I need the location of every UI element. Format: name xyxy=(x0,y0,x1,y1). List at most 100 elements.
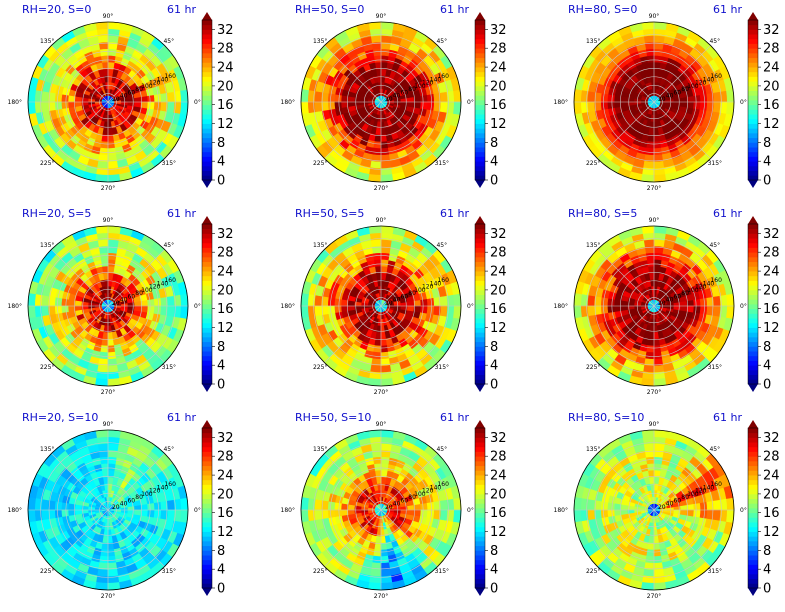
colorbar-segment xyxy=(202,437,212,443)
heatmap-cell xyxy=(693,305,701,314)
colorbar-segment xyxy=(202,428,212,434)
heatmap-cell xyxy=(95,378,109,387)
colorbar-tick-label: 0 xyxy=(763,378,771,393)
colorbar-segment xyxy=(475,85,485,91)
heatmap-cell xyxy=(653,463,662,471)
heatmap-cell xyxy=(439,101,448,113)
angle-tick-label: 90° xyxy=(103,217,114,224)
colorbar-segment xyxy=(748,118,758,124)
colorbar-segment xyxy=(475,336,485,343)
colorbar-tick-label: 4 xyxy=(490,155,498,170)
colorbar-segment xyxy=(475,489,485,495)
heatmap-cell xyxy=(647,542,655,551)
heatmap-cell xyxy=(166,499,175,511)
heatmap-cell xyxy=(180,305,189,319)
colorbar-segment xyxy=(748,34,758,40)
heatmap-cell xyxy=(413,509,422,517)
colorbar-segment xyxy=(475,280,485,286)
heatmap-cell xyxy=(41,305,50,317)
colorbar-segment xyxy=(475,322,485,328)
radial-tick-label: 60 xyxy=(127,497,135,504)
colorbar-tick-label: 28 xyxy=(490,246,507,261)
colorbar-segment xyxy=(202,327,212,333)
heatmap-cell xyxy=(653,272,660,281)
heatmap-cell xyxy=(54,509,63,519)
colorbar-segment xyxy=(475,118,485,124)
heatmap-cell xyxy=(726,101,735,115)
time-label: 61 hr xyxy=(167,207,196,220)
heatmap-cell xyxy=(107,21,121,30)
colorbar-segment xyxy=(475,578,485,584)
colorbar-segment xyxy=(475,71,485,77)
heatmap-cell xyxy=(380,469,388,478)
colorbar-tick-label: 8 xyxy=(490,340,498,355)
colorbar-segment xyxy=(748,24,758,30)
heatmap-cell xyxy=(647,134,655,143)
heatmap-cell xyxy=(380,429,394,438)
polar-plot: 90°45°0°315°270°225°180°135°20 40 60 801001… xyxy=(281,420,507,600)
heatmap-cell xyxy=(347,300,356,307)
colorbar-segment xyxy=(475,341,485,347)
heatmap-cell xyxy=(107,364,119,373)
colorbar-segment xyxy=(202,484,212,490)
angle-tick-label: 225° xyxy=(313,160,327,167)
colorbar-segment xyxy=(475,156,485,162)
heatmap-cell xyxy=(607,502,615,511)
heatmap-cell xyxy=(453,497,462,511)
colorbar-segment xyxy=(475,161,485,167)
angular-gridline xyxy=(324,101,382,159)
angle-tick-label: 270° xyxy=(101,185,115,192)
angle-tick-label: 270° xyxy=(374,185,388,192)
heatmap-cell xyxy=(107,259,116,267)
colorbar-segment xyxy=(475,289,485,295)
heatmap-cell xyxy=(380,582,394,591)
radial-tick-label: 40 xyxy=(393,501,401,508)
colorbar-segment xyxy=(475,555,485,561)
colorbar-segment xyxy=(475,90,485,96)
heatmap-cell xyxy=(649,529,655,537)
radial-tick-label: 160 xyxy=(710,277,722,284)
heatmap-cell xyxy=(648,127,655,136)
heatmap-cell xyxy=(643,568,655,577)
colorbar-tick-label: 16 xyxy=(490,506,507,521)
angle-tick-label: 225° xyxy=(313,364,327,371)
colorbar-segment xyxy=(475,479,485,485)
polar-plot: 90°45°0°315°270°225°180°135°20 40 60 801001… xyxy=(554,12,780,192)
heatmap-cell xyxy=(107,48,117,57)
colorbar-segment xyxy=(475,238,485,244)
heatmap-cell xyxy=(679,101,688,108)
heatmap-cell xyxy=(620,504,629,511)
heatmap-cell xyxy=(653,378,667,387)
heatmap-cell xyxy=(99,456,109,465)
colorbar-segment xyxy=(202,156,212,162)
heatmap-cell xyxy=(334,94,342,103)
heatmap-cell xyxy=(643,443,655,452)
colorbar-tick-label: 24 xyxy=(763,61,780,76)
heatmap-cell xyxy=(641,225,655,234)
radial-tick-label: 120 xyxy=(695,80,707,87)
colorbar-segment xyxy=(202,90,212,96)
colorbar-segment xyxy=(748,114,758,120)
colorbar-segment xyxy=(475,583,485,589)
colorbar-segment xyxy=(475,428,485,434)
heatmap-cell xyxy=(354,505,362,511)
colorbar-segment xyxy=(202,540,212,547)
angular-gridline xyxy=(107,249,165,307)
colorbar-tick-label: 4 xyxy=(490,359,498,374)
colorbar-segment xyxy=(475,114,485,120)
colorbar-segment xyxy=(202,559,212,565)
angular-gridline xyxy=(51,305,109,363)
colorbar-frame xyxy=(201,19,213,181)
colorbar-segment xyxy=(202,285,212,291)
heatmap-cell xyxy=(74,96,83,103)
colorbar-segment xyxy=(202,52,212,59)
colorbar-segment xyxy=(475,517,485,523)
colorbar-segment xyxy=(475,142,485,148)
colorbar-segment xyxy=(202,62,212,68)
heatmap-cell xyxy=(372,147,382,156)
angular-gridline xyxy=(597,249,655,307)
panel-title: RH=50, S=0 xyxy=(295,3,365,16)
angle-tick-label: 45° xyxy=(436,242,447,249)
colorbar-segment xyxy=(202,43,212,49)
